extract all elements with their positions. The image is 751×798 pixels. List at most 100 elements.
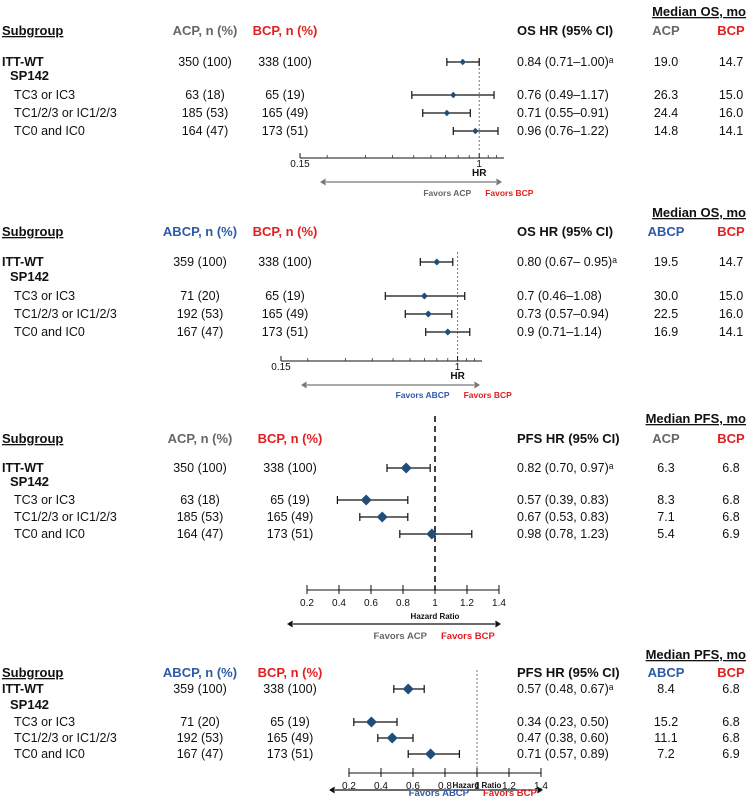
hr-value: 0.82 (0.70, 0.97)ᵃ: [517, 461, 614, 475]
hr-header: PFS HR (95% CI): [517, 665, 620, 680]
table-row: TC0 and IC0 164 (47) 173 (51) 0.96 (0.76–1.…: [14, 124, 743, 138]
median-bcp-value: 6.8: [722, 493, 739, 507]
x-tick-label: 0.8: [438, 781, 452, 792]
x-tick-label: 0.4: [374, 781, 388, 792]
hr-value: 0.57 (0.39, 0.83): [517, 493, 609, 507]
bcp-n-header: BCP, n (%): [258, 431, 323, 446]
bcp-n-value: 165 (49): [262, 106, 309, 120]
bcp-n-header: BCP, n (%): [253, 224, 318, 239]
row-label: TC0 and IC0: [14, 325, 85, 339]
median-arm-value: 30.0: [654, 289, 678, 303]
median-bcp-header: BCP: [717, 224, 745, 239]
hr-value: 0.73 (0.57–0.94): [517, 307, 609, 321]
median-arm-value: 22.5: [654, 307, 678, 321]
arm-n-value: 164 (47): [177, 527, 224, 541]
median-arm-value: 8.4: [657, 682, 674, 696]
table-row: TC1/2/3 or IC1/2/3 185 (53) 165 (49) 0.67 (…: [14, 510, 740, 524]
table-row: TC3 or IC3 71 (20) 65 (19) 0.7 (0.46–1.08) 3…: [14, 289, 743, 303]
x-tick-label: 1: [474, 781, 480, 792]
hr-point-marker: [433, 258, 441, 266]
favors-arrowhead-left: [287, 620, 293, 628]
table-row: TC0 and IC0 164 (47) 173 (51) 0.98 (0.78, 1…: [14, 527, 740, 541]
arm-n-value: 63 (18): [180, 493, 220, 507]
table-row: TC3 or IC3 63 (18) 65 (19) 0.57 (0.39, 0.83…: [14, 493, 740, 507]
x-axis-label: HR: [472, 168, 487, 179]
hr-value: 0.71 (0.55–0.91): [517, 106, 609, 120]
arm-n-value: 192 (53): [177, 731, 224, 745]
x-axis: 0.2 0.4 0.6 0.8 1 1.2 1.4 Hazard Ratio: [342, 768, 548, 792]
median-arm-header: ACP: [652, 431, 680, 446]
x-tick-label: 0.2: [342, 781, 356, 792]
bcp-n-value: 173 (51): [267, 747, 314, 761]
median-bcp-value: 6.8: [722, 715, 739, 729]
hr-point-marker: [400, 462, 412, 474]
forest-panel-4: Median PFS, mo Subgroup ABCP, n (%) BCP, n …: [2, 647, 746, 798]
hr-point-marker: [420, 292, 428, 300]
row-label: ITT-WT: [2, 255, 44, 269]
row-label: TC1/2/3 or IC1/2/3: [14, 731, 117, 745]
forest-panel-3: Median PFS, mo Subgroup ACP, n (%) BCP, n (…: [2, 411, 746, 642]
table-row: TC0 and IC0 167 (47) 173 (51) 0.71 (0.57, 0…: [14, 747, 740, 761]
arm-n-value: 167 (47): [177, 747, 224, 761]
hr-value: 0.76 (0.49–1.17): [517, 88, 609, 102]
hr-point-marker: [444, 328, 452, 336]
arm-n-value: 350 (100): [178, 55, 232, 69]
hr-point-marker: [376, 511, 388, 523]
hr-value: 0.98 (0.78, 1.23): [517, 527, 609, 541]
x-axis: 0.15 1HR: [271, 356, 482, 382]
bcp-n-value: 165 (49): [262, 307, 309, 321]
table-row: TC1/2/3 or IC1/2/3 185 (53) 165 (49) 0.71 (…: [14, 106, 743, 120]
median-bcp-value: 14.1: [719, 124, 743, 138]
subgroup-header: Subgroup: [2, 665, 63, 680]
row-label: ITT-WT: [2, 461, 44, 475]
table-row: SP142: [10, 269, 49, 284]
hr-point-marker: [386, 732, 398, 744]
median-arm-header: ABCP: [648, 665, 685, 680]
x-tick-label: 1.4: [534, 781, 548, 792]
hr-value: 0.84 (0.71–1.00)ᵃ: [517, 55, 614, 69]
median-bcp-header: BCP: [717, 23, 745, 38]
arm-n-value: 185 (53): [182, 106, 229, 120]
median-bcp-value: 6.8: [722, 510, 739, 524]
hr-value: 0.57 (0.48, 0.67)ᵃ: [517, 682, 614, 696]
row-label: TC3 or IC3: [14, 493, 75, 507]
x-tick-label: 0.15: [271, 362, 291, 373]
arm-n-header: ACP, n (%): [173, 23, 238, 38]
median-bcp-value: 6.8: [722, 682, 739, 696]
median-bcp-value: 16.0: [719, 307, 743, 321]
favors-arrowhead-right: [537, 786, 543, 794]
bcp-n-value: 338 (100): [263, 682, 317, 696]
hr-value: 0.96 (0.76–1.22): [517, 124, 609, 138]
median-bcp-value: 15.0: [719, 88, 743, 102]
favors-left-label: Favors ABCP: [409, 788, 470, 798]
x-tick-label: 1.2: [502, 781, 516, 792]
x-axis: 0.2 0.4 0.6 0.8 1 1.2 1.4 Hazard Ratio: [300, 585, 506, 621]
median-header: Median OS, mo: [652, 4, 746, 19]
row-label: ITT-WT: [2, 682, 44, 696]
median-bcp-header: BCP: [717, 665, 745, 680]
table-row: SP142: [10, 474, 49, 489]
bcp-n-value: 173 (51): [267, 527, 314, 541]
arm-n-value: 350 (100): [173, 461, 227, 475]
x-tick-label: 0.6: [364, 598, 378, 609]
bcp-n-value: 173 (51): [262, 325, 309, 339]
median-arm-value: 11.1: [654, 731, 677, 745]
hr-point-marker: [425, 748, 437, 760]
table-row: ITT-WT 359 (100) 338 (100) 0.80 (0.67– 0.95…: [2, 255, 743, 269]
table-row: TC3 or IC3 63 (18) 65 (19) 0.76 (0.49–1.17)…: [14, 88, 743, 102]
subgroup-header: Subgroup: [2, 224, 63, 239]
hr-point-marker: [426, 528, 438, 540]
arm-n-value: 164 (47): [182, 124, 229, 138]
table-row: TC0 and IC0 167 (47) 173 (51) 0.9 (0.71–1.1…: [14, 325, 743, 339]
group-label: SP142: [10, 269, 49, 284]
arm-n-value: 359 (100): [173, 255, 227, 269]
favors-arrowhead-right: [495, 620, 501, 628]
x-tick-label: 0.8: [396, 598, 410, 609]
hr-value: 0.34 (0.23, 0.50): [517, 715, 609, 729]
row-label: TC1/2/3 or IC1/2/3: [14, 106, 117, 120]
x-tick-label: 1: [476, 159, 482, 170]
median-bcp-value: 6.9: [722, 747, 739, 761]
row-label: TC0 and IC0: [14, 124, 85, 138]
median-arm-value: 15.2: [654, 715, 678, 729]
